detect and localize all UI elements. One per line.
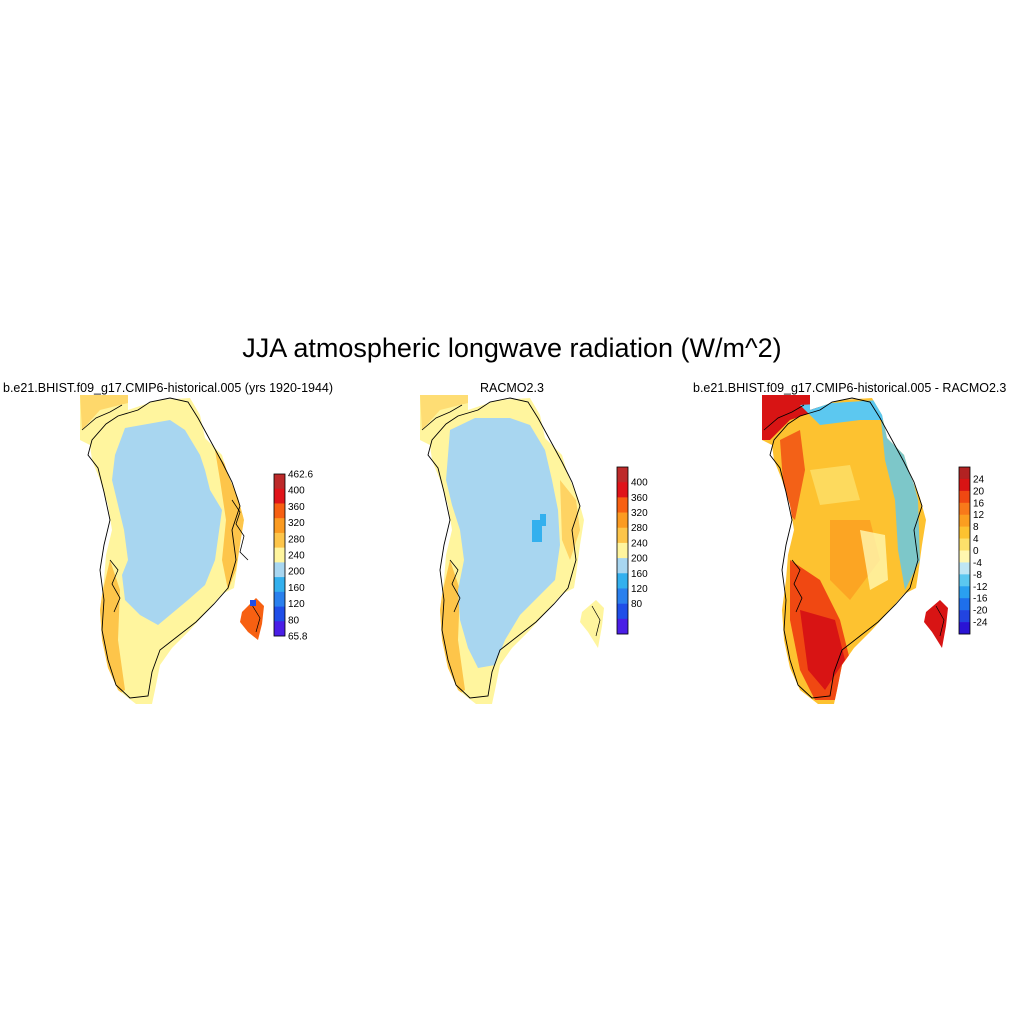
colorbar-swatch (617, 558, 628, 574)
colorbar-swatch (274, 591, 285, 607)
colorbar-swatch (617, 467, 628, 483)
colorbar-label: 462.6 (288, 470, 313, 481)
colorbar-label: 320 (631, 508, 648, 519)
colorbar-swatch (617, 482, 628, 498)
colorbar-swatch (959, 622, 970, 635)
colorbar-label: 200 (631, 554, 648, 565)
colorbar-label: 65.8 (288, 632, 308, 643)
colorbar-label: 160 (631, 569, 648, 580)
panel-3-title: b.e21.BHIST.f09_g17.CMIP6-historical.005… (693, 381, 1007, 395)
colorbar-label: 280 (631, 523, 648, 534)
colorbar-swatch (959, 586, 970, 599)
colorbar-swatch (617, 527, 628, 544)
colorbar-label: -4 (973, 558, 982, 569)
colorbar-swatch (617, 542, 628, 559)
panel-3-map (762, 395, 948, 704)
colorbar-label: 280 (288, 534, 305, 545)
colorbar-swatch (959, 514, 970, 527)
colorbar-swatch (617, 618, 628, 635)
colorbar-label: -24 (973, 618, 988, 629)
colorbar-swatch (959, 467, 970, 480)
colorbar-label: 24 (973, 474, 985, 485)
colorbar-label: 240 (631, 538, 648, 549)
colorbar-panel-2: 400 360 320 280 240 200 160 120 80 (616, 466, 648, 635)
colorbar-swatch (617, 573, 628, 589)
colorbar-label: 240 (288, 551, 305, 562)
colorbar-label: 12 (973, 510, 985, 521)
colorbar-label: -12 (973, 582, 988, 593)
colorbar-label: 80 (631, 599, 643, 610)
colorbar-swatch (274, 503, 285, 519)
colorbar-swatch (617, 512, 628, 529)
colorbar-swatch (959, 490, 970, 504)
colorbar-swatch (959, 478, 970, 492)
colorbar-swatch (274, 474, 285, 490)
colorbar-outline (616, 466, 629, 635)
colorbar-label: 400 (631, 478, 648, 489)
colorbar-outline (958, 466, 971, 635)
colorbar-swatch (959, 502, 970, 516)
colorbar-label: 0 (973, 546, 979, 557)
colorbar-swatch (274, 488, 285, 504)
colorbar-label: -16 (973, 594, 988, 605)
colorbar-outline (273, 473, 286, 637)
colorbar-swatch (959, 526, 970, 539)
colorbar-label: 120 (288, 599, 305, 610)
panel-1-map (80, 395, 264, 704)
colorbar-swatch (274, 621, 285, 637)
colorbar-label: 160 (288, 583, 305, 594)
colorbar-swatch (274, 532, 285, 548)
colorbar-label: 20 (973, 486, 985, 497)
colorbar-swatch (274, 577, 285, 593)
panel-1-title: b.e21.BHIST.f09_g17.CMIP6-historical.005… (3, 381, 334, 395)
colorbar-swatch (274, 562, 285, 578)
colorbar-label: 16 (973, 498, 985, 509)
colorbar-swatch (959, 574, 970, 587)
colorbar-swatch (274, 606, 285, 622)
colorbar-swatch (959, 550, 970, 563)
colorbar-label: 400 (288, 486, 305, 497)
colorbar-swatch (617, 603, 628, 620)
colorbar-label: -8 (973, 570, 982, 581)
colorbar-label: 360 (631, 493, 648, 504)
figure-title: JJA atmospheric longwave radiation (W/m^… (242, 333, 782, 363)
colorbar-label: 4 (973, 534, 979, 545)
colorbar-swatch (274, 518, 285, 534)
colorbar-swatch (617, 497, 628, 513)
colorbar-label: 360 (288, 502, 305, 513)
colorbar-label: 80 (288, 615, 300, 626)
panel-2-title: RACMO2.3 (480, 381, 544, 395)
colorbar-label: 120 (631, 584, 648, 595)
panel-2-map (420, 395, 604, 704)
colorbar-swatch (959, 562, 970, 575)
colorbar-swatch (617, 588, 628, 604)
colorbar-panel-1: 462.6 400 360 320 280 240 200 160 120 80 65.8 (273, 470, 313, 643)
colorbar-swatch (959, 610, 970, 623)
colorbar-swatch (274, 547, 285, 563)
colorbar-label: 320 (288, 518, 305, 529)
colorbar-swatch (959, 598, 970, 611)
colorbar-label: -20 (973, 606, 988, 617)
colorbar-swatch (959, 538, 970, 551)
colorbar-label: 200 (288, 567, 305, 578)
colorbar-label: 8 (973, 522, 979, 533)
